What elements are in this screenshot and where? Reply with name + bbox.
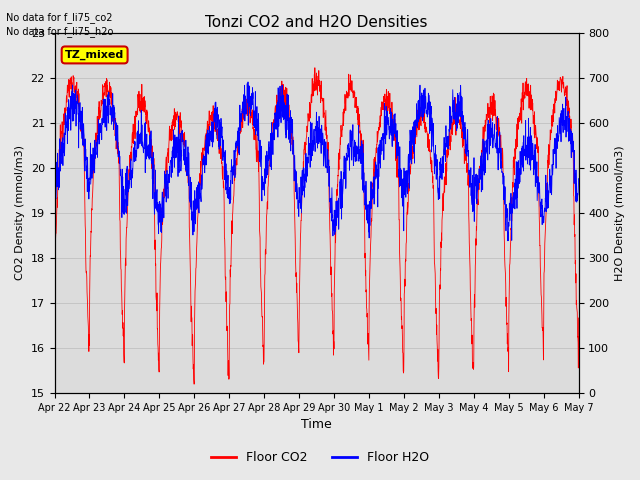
Y-axis label: CO2 Density (mmol/m3): CO2 Density (mmol/m3) xyxy=(15,145,25,280)
Text: No data for f_li75_h2o: No data for f_li75_h2o xyxy=(6,26,114,37)
Title: Tonzi CO2 and H2O Densities: Tonzi CO2 and H2O Densities xyxy=(205,15,428,30)
Legend: Floor CO2, Floor H2O: Floor CO2, Floor H2O xyxy=(205,446,435,469)
Text: TZ_mixed: TZ_mixed xyxy=(65,50,124,60)
X-axis label: Time: Time xyxy=(301,419,332,432)
Text: No data for f_li75_co2: No data for f_li75_co2 xyxy=(6,12,113,23)
Y-axis label: H2O Density (mmol/m3): H2O Density (mmol/m3) xyxy=(615,145,625,281)
